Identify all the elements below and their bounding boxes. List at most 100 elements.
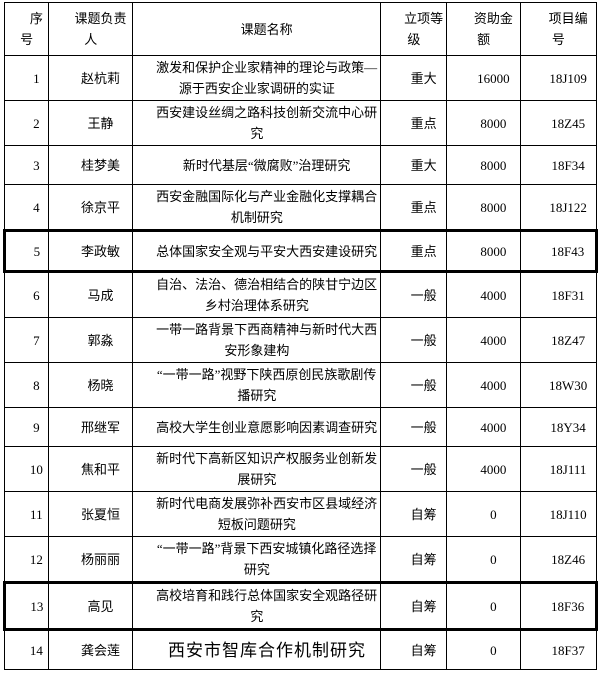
table-header: 序号 课题负责人 课题名称 立项等级 资助金额 项目编号 [3,2,598,56]
table-row[interactable]: 6 马成 自治、法治、德治相结合的陕甘宁边区乡村治理体系研究 一般 4000 1… [3,271,598,318]
cell-funding-amount: 4000 [446,362,521,408]
cell-project-leader: 杨晓 [48,362,134,408]
column-header-code: 项目编号 [519,2,598,56]
cell-project-code: 18F37 [519,629,598,670]
cell-project-code: 18Y34 [519,407,598,447]
table-row[interactable]: 9 邢继军 高校大学生创业意愿影响因素调查研究 一般 4000 18Y34 [3,407,598,447]
cell-project-title: 自治、法治、德治相结合的陕甘宁边区乡村治理体系研究 [132,271,382,318]
cell-approval-level: 一般 [380,317,448,363]
cell-approval-level: 自筹 [380,536,448,583]
cell-project-leader: 邢继军 [48,407,134,447]
cell-project-code: 18F31 [519,271,598,318]
cell-project-code: 18Z45 [519,100,598,146]
cell-project-leader: 龚会莲 [48,629,134,670]
table-row[interactable]: 4 徐京平 西安金融国际化与产业金融化支撑耦合机制研究 重点 8000 18J1… [3,184,598,231]
cell-project-leader: 马成 [48,271,134,318]
cell-project-title: “一带一路”背景下西安城镇化路径选择研究 [132,536,382,583]
table-row[interactable]: 2 王静 西安建设丝绸之路科技创新交流中心研究 重点 8000 18Z45 [3,100,598,146]
cell-project-title: “一带一路”视野下陕西原创民族歌剧传播研究 [132,362,382,408]
column-header-level: 立项等级 [380,2,448,56]
cell-project-title: 西安市智库合作机制研究 [132,629,382,670]
cell-serial-number: 9 [3,407,50,447]
cell-funding-amount: 4000 [446,407,521,447]
column-header-title: 课题名称 [132,2,382,56]
table-row[interactable]: 10 焦和平 新时代下高新区知识产权服务业创新发展研究 一般 4000 18J1… [3,446,598,492]
cell-project-title: 高校大学生创业意愿影响因素调查研究 [132,407,382,447]
cell-project-code: 18J111 [519,446,598,492]
cell-approval-level: 自筹 [380,491,448,537]
cell-serial-number: 1 [3,55,50,101]
cell-project-leader: 桂梦美 [48,145,134,185]
cell-project-code: 18J109 [519,55,598,101]
cell-serial-number: 6 [3,271,50,318]
cell-approval-level: 重点 [380,100,448,146]
cell-approval-level: 一般 [380,446,448,492]
cell-funding-amount: 8000 [446,184,521,231]
cell-project-leader: 王静 [48,100,134,146]
cell-serial-number: 8 [3,362,50,408]
column-header-no: 序号 [3,2,50,56]
table-row[interactable]: 12 杨丽丽 “一带一路”背景下西安城镇化路径选择研究 自筹 0 18Z46 [3,536,598,583]
cell-project-leader: 郭淼 [48,317,134,363]
cell-serial-number: 12 [3,536,50,583]
cell-approval-level: 自筹 [380,629,448,670]
cell-funding-amount: 0 [446,581,521,631]
cell-serial-number: 7 [3,317,50,363]
cell-funding-amount: 0 [446,491,521,537]
cell-funding-amount: 4000 [446,317,521,363]
cell-project-title: 西安建设丝绸之路科技创新交流中心研究 [132,100,382,146]
cell-serial-number: 10 [3,446,50,492]
cell-serial-number: 5 [2,229,50,273]
cell-funding-amount: 0 [446,629,521,670]
cell-project-code: 18Z47 [519,317,598,363]
table-row[interactable]: 3 桂梦美 新时代基层“微腐败”治理研究 重大 8000 18F34 [3,145,598,185]
cell-approval-level: 一般 [380,407,448,447]
cell-project-title: 西安金融国际化与产业金融化支撑耦合机制研究 [132,184,382,231]
cell-funding-amount: 8000 [446,229,521,273]
cell-serial-number: 3 [3,145,50,185]
cell-approval-level: 一般 [380,362,448,408]
column-header-amount: 资助金额 [446,2,521,56]
table-row[interactable]: 13 高见 高校培育和践行总体国家安全观路径研究 自筹 0 18F36 [2,581,599,631]
cell-funding-amount: 4000 [446,271,521,318]
cell-project-code: 18W30 [519,362,598,408]
cell-project-leader: 李政敏 [48,229,134,273]
cell-project-leader: 焦和平 [48,446,134,492]
cell-project-code: 18F43 [519,229,599,273]
cell-approval-level: 一般 [380,271,448,318]
cell-project-leader: 赵杭莉 [48,55,134,101]
table-body: 1 赵杭莉 激发和保护企业家精神的理论与政策—源于西安企业家调研的实证 重大 1… [2,55,599,670]
cell-serial-number: 2 [3,100,50,146]
cell-project-code: 18Z46 [519,536,598,583]
cell-approval-level: 重大 [380,145,448,185]
cell-approval-level: 自筹 [380,581,448,631]
table-row[interactable]: 5 李政敏 总体国家安全观与平安大西安建设研究 重点 8000 18F43 [2,229,599,273]
table-row[interactable]: 1 赵杭莉 激发和保护企业家精神的理论与政策—源于西安企业家调研的实证 重大 1… [3,55,598,101]
cell-project-code: 18F34 [519,145,598,185]
cell-project-title: 一带一路背景下西商精神与新时代大西安形象建构 [132,317,382,363]
cell-project-title: 高校培育和践行总体国家安全观路径研究 [132,581,382,631]
cell-project-leader: 张夏恒 [48,491,134,537]
cell-project-code: 18J110 [519,491,598,537]
header-row: 序号 课题负责人 课题名称 立项等级 资助金额 项目编号 [3,2,598,56]
cell-project-code: 18J122 [519,184,598,231]
table-row[interactable]: 8 杨晓 “一带一路”视野下陕西原创民族歌剧传播研究 一般 4000 18W30 [3,362,598,408]
cell-serial-number: 11 [3,491,50,537]
cell-project-title: 新时代电商发展弥补西安市区县域经济短板问题研究 [132,491,382,537]
cell-funding-amount: 0 [446,536,521,583]
cell-approval-level: 重点 [380,229,448,273]
cell-serial-number: 13 [2,581,50,631]
cell-funding-amount: 8000 [446,100,521,146]
cell-approval-level: 重点 [380,184,448,231]
table-row[interactable]: 11 张夏恒 新时代电商发展弥补西安市区县域经济短板问题研究 自筹 0 18J1… [3,491,598,537]
cell-project-title: 总体国家安全观与平安大西安建设研究 [132,229,382,273]
projects-table: 序号 课题负责人 课题名称 立项等级 资助金额 项目编号 1 赵杭莉 激发和保护… [2,2,599,670]
cell-project-title: 激发和保护企业家精神的理论与政策—源于西安企业家调研的实证 [132,55,382,101]
table-row[interactable]: 7 郭淼 一带一路背景下西商精神与新时代大西安形象建构 一般 4000 18Z4… [3,317,598,363]
cell-serial-number: 14 [3,629,50,670]
cell-funding-amount: 4000 [446,446,521,492]
table-row[interactable]: 14 龚会莲 西安市智库合作机制研究 自筹 0 18F37 [3,629,598,670]
cell-funding-amount: 16000 [446,55,521,101]
cell-project-title: 新时代下高新区知识产权服务业创新发展研究 [132,446,382,492]
cell-project-code: 18F36 [519,581,599,631]
